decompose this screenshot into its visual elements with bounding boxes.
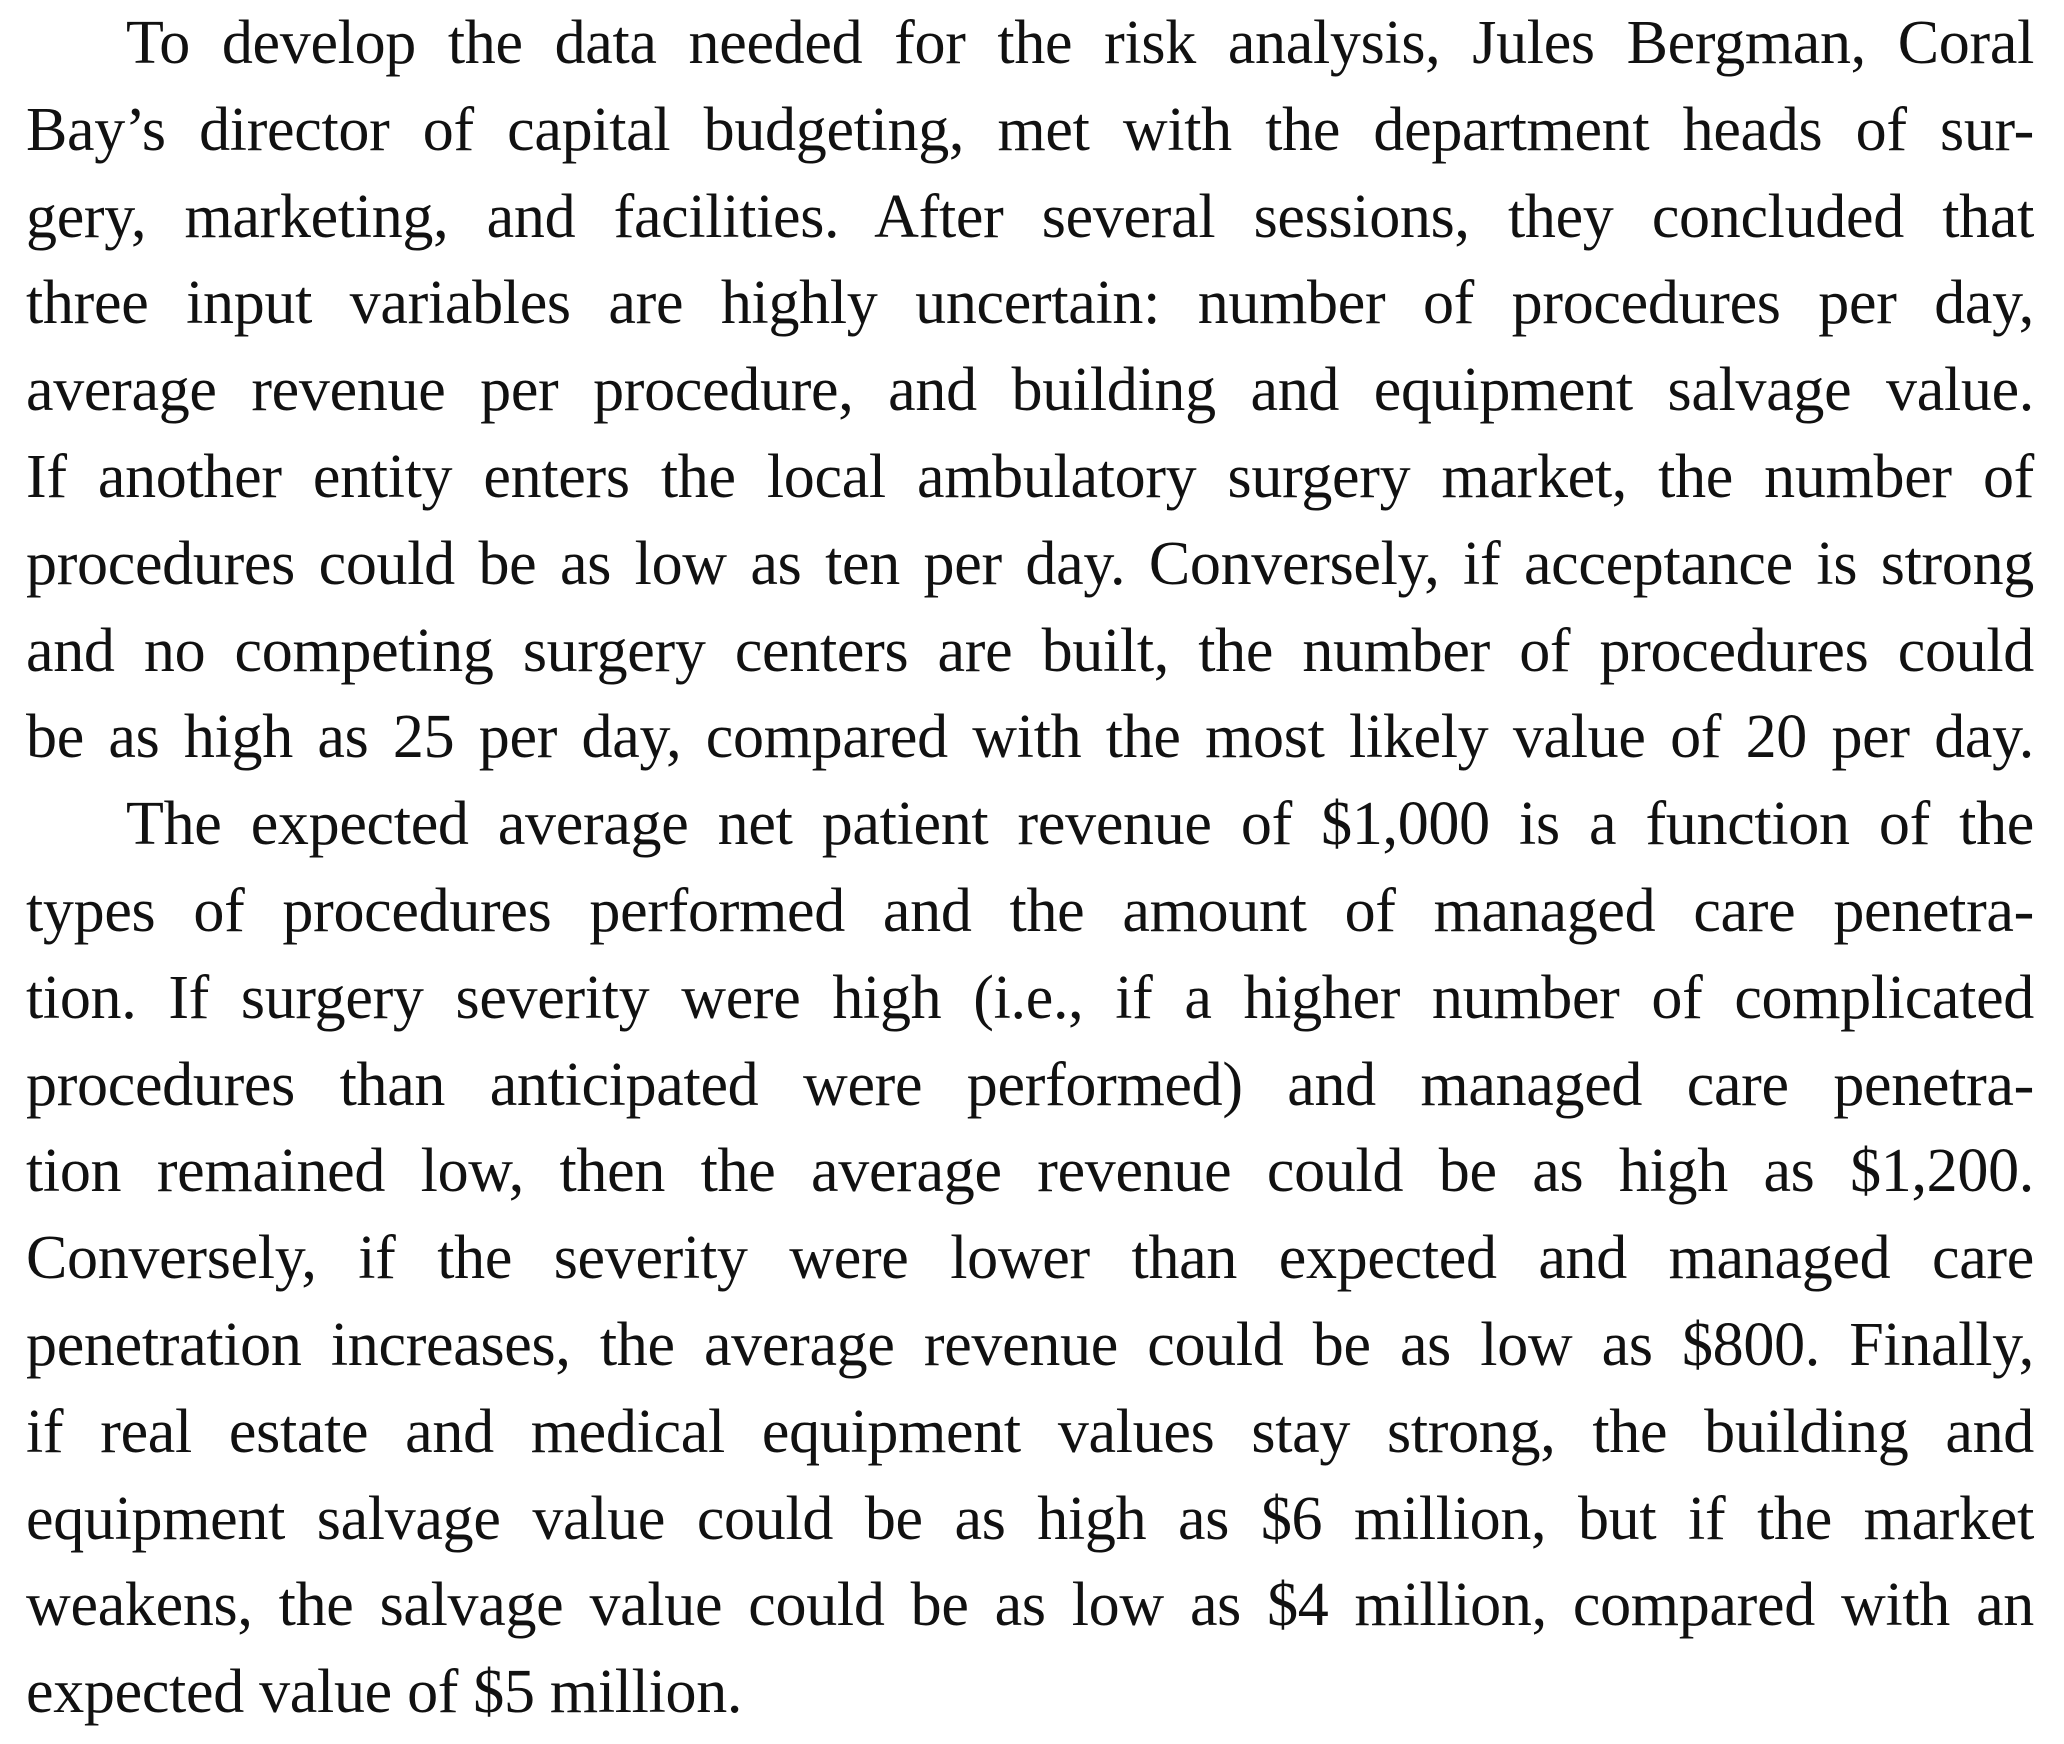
text-line: To develop the data needed for the risk …: [126, 9, 2034, 77]
paragraph-risk-analysis-data: To develop the data needed for the risk …: [26, 0, 2034, 781]
text-line: procedures could be as low as ten per da…: [26, 529, 2034, 598]
text-line: three input variables are highly uncerta…: [26, 269, 2034, 338]
text-line: be as high as 25 per day, compared with …: [26, 703, 2034, 772]
text-line: The expected average net patient revenue…: [126, 790, 2034, 859]
text-line: equipment salvage value could be as high…: [26, 1484, 2034, 1553]
text-line: average revenue per procedure, and build…: [26, 356, 2034, 425]
text-line: types of procedures performed and the am…: [26, 876, 2034, 945]
text-line: tion. If surgery severity were high (i.e…: [26, 963, 2034, 1032]
text-line: Conversely, if the severity were lower t…: [26, 1224, 2034, 1293]
text-line: penetration increases, the average reven…: [26, 1310, 2034, 1379]
text-line: gery, marketing, and facilities. After s…: [26, 182, 2034, 251]
text-line: expected value of $5 million.: [26, 1658, 743, 1727]
text-line: and no competing surgery centers are bui…: [26, 616, 2034, 685]
text-line: if real estate and medical equipment val…: [26, 1397, 2034, 1466]
paragraph-revenue-and-salvage: The expected average net patient revenue…: [26, 781, 2034, 1736]
text-line: Bay’s director of capital budgeting, met…: [26, 95, 2034, 164]
text-line: tion remained low, then the average reve…: [26, 1137, 2034, 1206]
document-page: To develop the data needed for the risk …: [26, 0, 2034, 1736]
text-line: weakens, the salvage value could be as l…: [26, 1571, 2034, 1640]
text-line: If another entity enters the local ambul…: [26, 442, 2034, 511]
text-line: procedures than anticipated were perform…: [26, 1050, 2034, 1119]
